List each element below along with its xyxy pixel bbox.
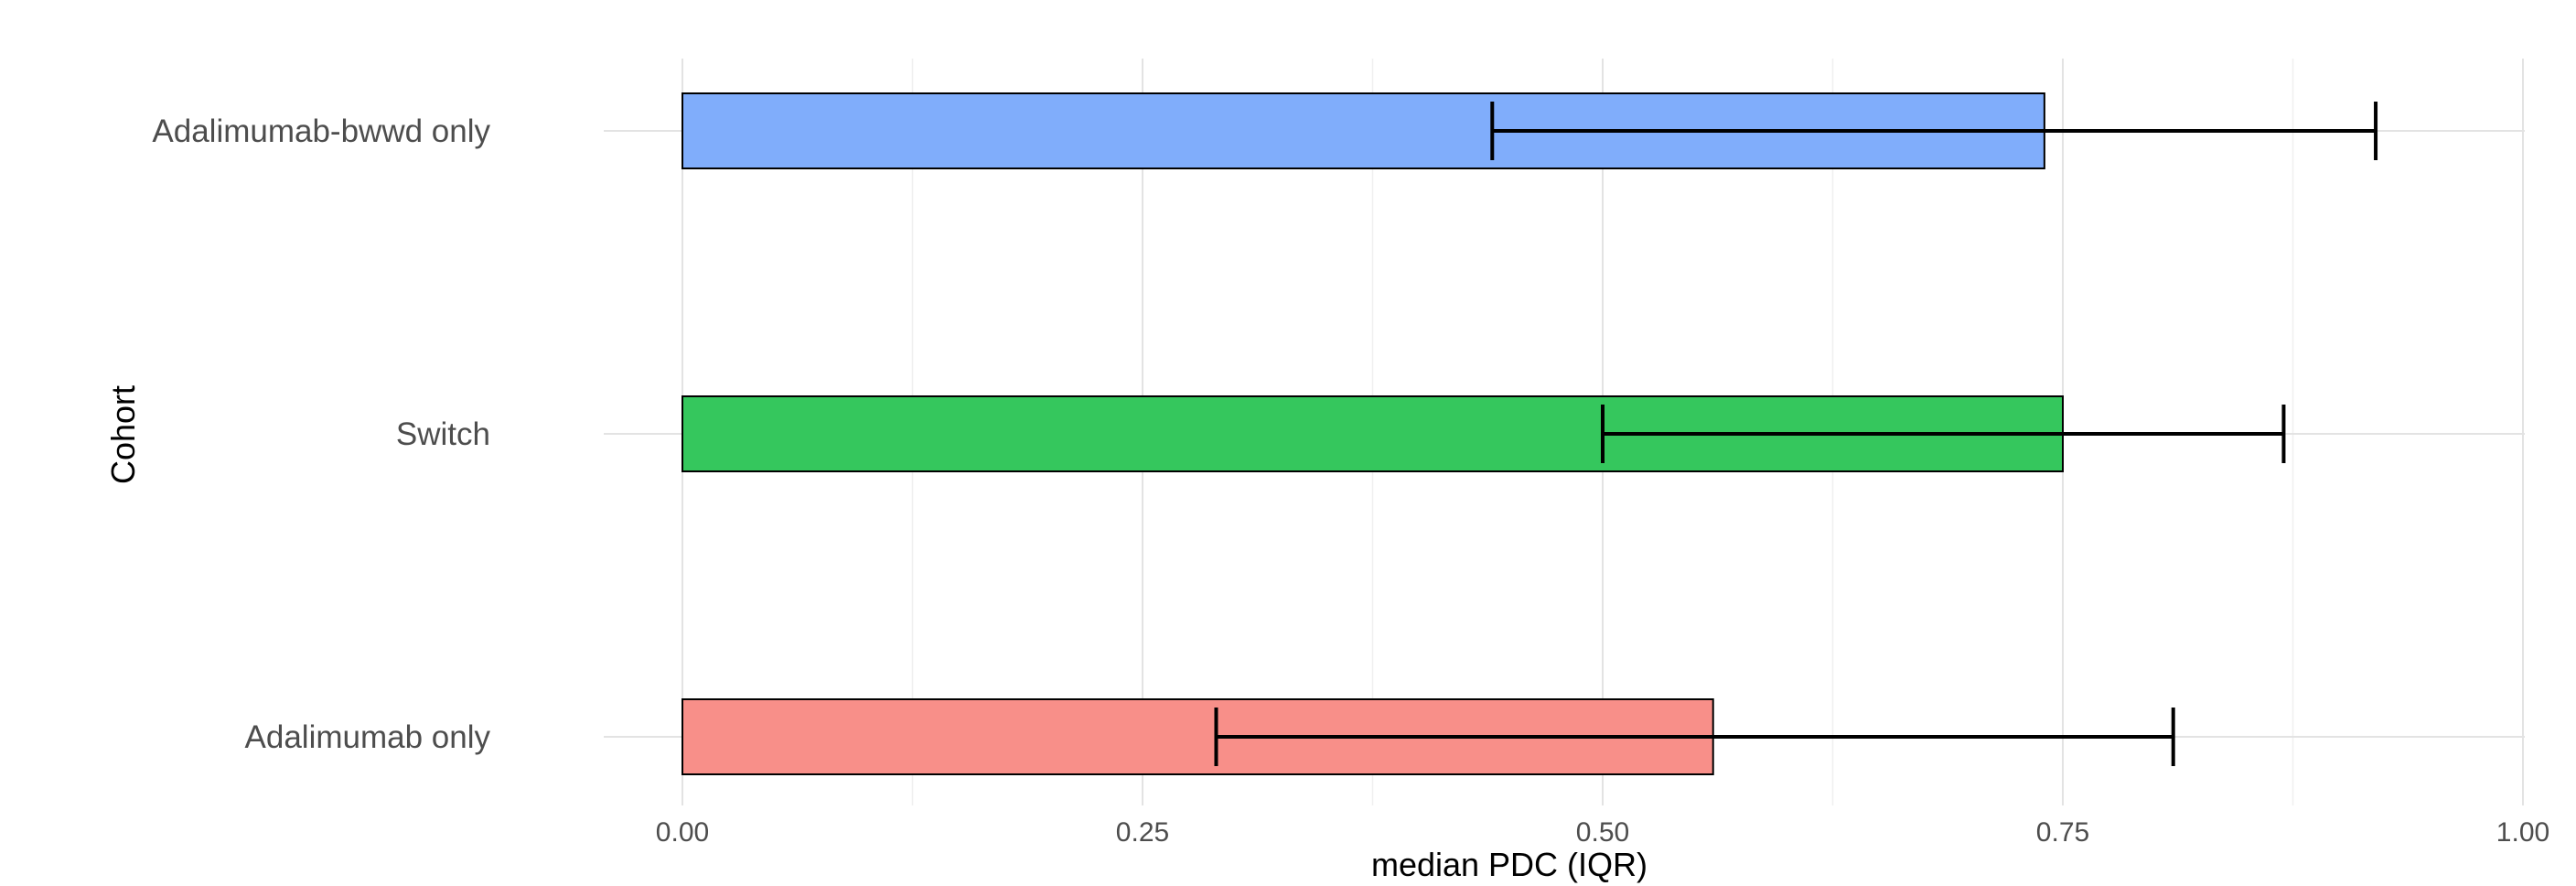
x-tick-label: 0.75	[2036, 817, 2089, 848]
y-tick-labels: Adalimumab-bwwd only Switch Adalimumab onl…	[152, 113, 490, 755]
x-tick-label: 0.00	[656, 817, 709, 848]
y-axis-title: Cohort	[104, 385, 142, 484]
y-tick-label: Adalimumab-bwwd only	[152, 113, 490, 149]
x-tick-label: 1.00	[2496, 817, 2549, 848]
bars	[682, 92, 2064, 775]
y-tick-label: Switch	[396, 416, 490, 452]
x-tick-label: 0.25	[1116, 817, 1169, 848]
error-bars	[1214, 102, 2378, 766]
x-axis-title: median PDC (IQR)	[1371, 846, 1648, 883]
x-tick-labels: 0.00 0.25 0.50 0.75 1.00	[656, 817, 2549, 848]
y-tick-label: Adalimumab only	[245, 719, 491, 755]
x-tick-label: 0.50	[1576, 817, 1629, 848]
